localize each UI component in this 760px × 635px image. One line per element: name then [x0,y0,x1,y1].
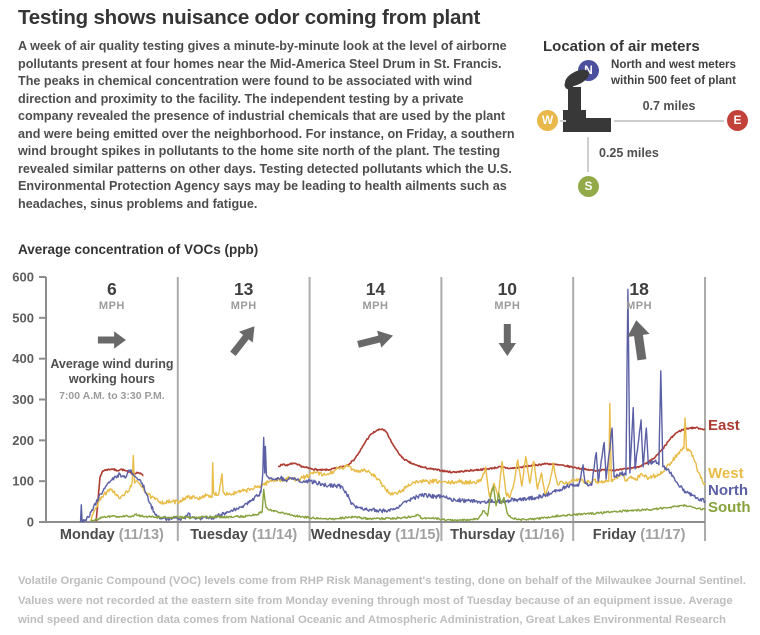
wind-speed-unit: MPH [99,300,125,312]
wind-speed-unit: MPH [626,300,652,312]
factory-icon [563,69,611,132]
day-label: Monday (11/13) [60,527,164,543]
wind-speed-value: 13 [234,279,254,299]
location-diagram-title: Location of air meters [543,38,700,55]
south-connector-line [587,137,589,172]
meters-note: North and west meters within 500 feet of… [611,57,736,88]
wind-note: Average wind during [50,357,173,371]
y-tick-label: 500 [12,310,34,325]
west-connector-line [560,120,566,122]
wind-direction-arrow-icon [97,331,126,349]
east-connector-line [614,120,724,122]
wind-speed-unit: MPH [363,300,389,312]
wind-direction-arrow-icon [627,320,650,361]
series-line-south [90,485,706,522]
chart-title: Average concentration of VOCs (ppb) [18,242,259,257]
day-label: Wednesday (11/15) [311,527,441,543]
page-title: Testing shows nuisance odor coming from … [18,6,481,29]
series-line-east [95,468,144,522]
y-tick-label: 100 [12,474,34,489]
legend-label-south: South [708,499,751,516]
y-tick-label: 300 [12,392,34,407]
source-note: Volatile Organic Compound (VOC) levels c… [18,575,746,635]
meters-note-line1: North and west meters [611,58,736,71]
y-tick-label: 0 [27,515,34,530]
east-distance-label: 0.7 miles [642,99,696,113]
legend-label-west: West [708,465,744,482]
wind-speed-value: 18 [629,279,649,299]
west-marker: W [537,110,558,131]
wind-speed-unit: MPH [494,300,520,312]
south-distance-label: 0.25 miles [599,146,659,160]
series-line-west [90,402,706,522]
wind-direction-arrow-icon [357,330,393,348]
wind-speed-value: 10 [498,279,518,299]
y-tick-label: 600 [12,270,34,285]
wind-speed-unit: MPH [231,300,257,312]
wind-note: 7:00 A.M. to 3:30 P.M. [59,390,165,402]
wind-direction-arrow-icon [230,326,255,356]
day-label: Thursday (11/16) [450,527,565,543]
south-marker: S [578,176,599,197]
y-tick-label: 200 [12,433,34,448]
meters-note-line2: within 500 feet of plant [611,73,736,87]
day-label: Friday (11/17) [593,527,686,543]
wind-direction-arrow-icon [498,324,517,356]
day-label: Tuesday (11/14) [190,527,297,543]
legend-label-north: North [708,482,748,499]
voc-chart: 01002003004005006006MPH13MPH14MPH10MPH18… [12,270,751,544]
wind-speed-value: 6 [107,279,117,299]
series-line-east [277,426,706,474]
wind-speed-value: 14 [366,279,386,299]
y-tick-label: 400 [12,351,34,366]
east-marker: E [727,110,748,131]
legend-label-east: East [708,417,740,434]
intro-text: A week of air quality testing gives a mi… [18,39,515,211]
wind-note: working hours [68,372,155,386]
series-line-north [79,288,706,523]
